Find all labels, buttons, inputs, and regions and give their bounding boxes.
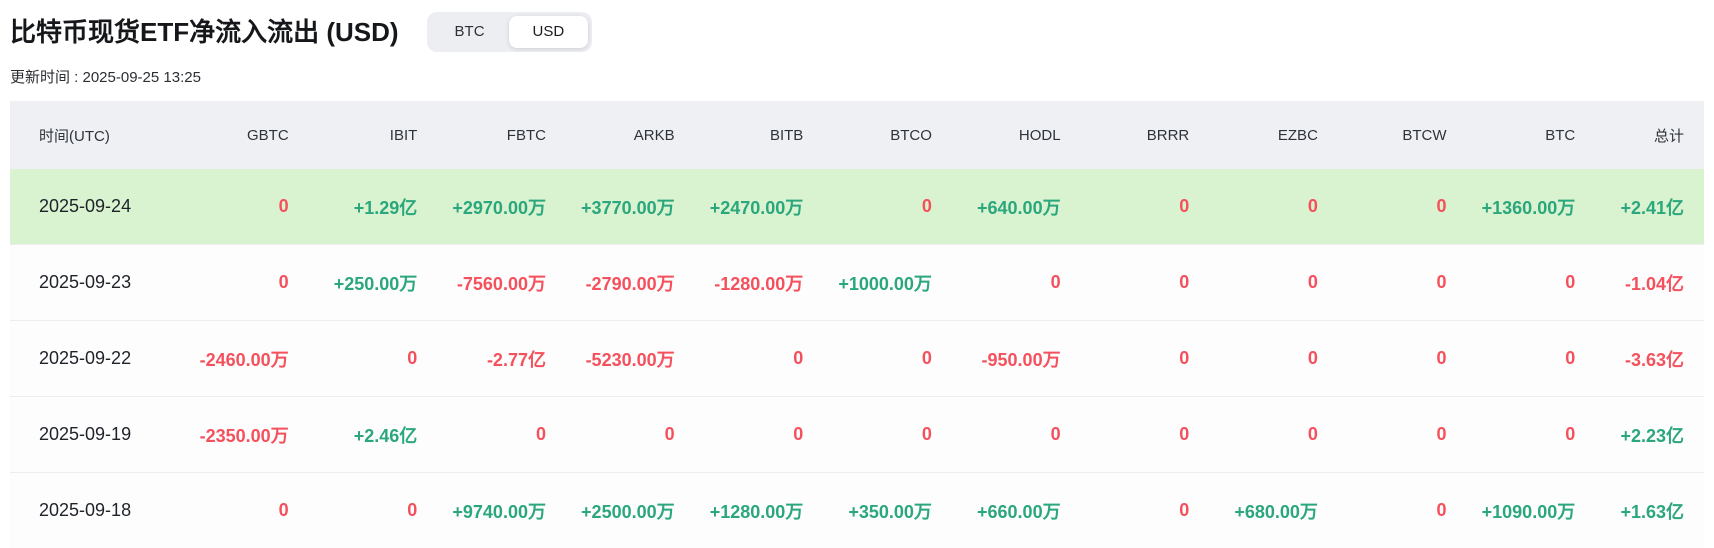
cell-btco: +1000.00万 (803, 245, 932, 321)
cell-btcw: 0 (1318, 473, 1447, 548)
cell-fbtc: -2.77亿 (417, 321, 546, 397)
column-header-fbtc: FBTC (417, 101, 546, 169)
cell-bitb: 0 (675, 321, 804, 397)
cell-arkb: -5230.00万 (546, 321, 675, 397)
cell-ibit: 0 (289, 321, 418, 397)
cell-总计: +1.63亿 (1575, 473, 1704, 548)
row-date: 2025-09-18 (10, 473, 160, 548)
column-header-ibit: IBIT (289, 101, 418, 169)
cell-btco: 0 (803, 321, 932, 397)
cell-btc: 0 (1447, 397, 1576, 473)
cell-brrr: 0 (1061, 397, 1190, 473)
cell-btc: 0 (1447, 245, 1576, 321)
cell-总计: +2.23亿 (1575, 397, 1704, 473)
cell-btco: +350.00万 (803, 473, 932, 548)
cell-hodl: 0 (932, 397, 1061, 473)
cell-ezbc: 0 (1189, 245, 1318, 321)
cell-btcw: 0 (1318, 169, 1447, 245)
cell-brrr: 0 (1061, 321, 1190, 397)
column-header-hodl: HODL (932, 101, 1061, 169)
cell-gbtc: -2460.00万 (160, 321, 289, 397)
cell-bitb: 0 (675, 397, 804, 473)
cell-brrr: 0 (1061, 473, 1190, 548)
cell-fbtc: +2970.00万 (417, 169, 546, 245)
cell-fbtc: -7560.00万 (417, 245, 546, 321)
row-date: 2025-09-23 (10, 245, 160, 321)
cell-ezbc: +680.00万 (1189, 473, 1318, 548)
cell-ezbc: 0 (1189, 397, 1318, 473)
cell-gbtc: -2350.00万 (160, 397, 289, 473)
column-header-gbtc: GBTC (160, 101, 289, 169)
cell-gbtc: 0 (160, 245, 289, 321)
cell-总计: -3.63亿 (1575, 321, 1704, 397)
cell-btcw: 0 (1318, 245, 1447, 321)
update-time: 更新时间 : 2025-09-25 13:25 (10, 66, 1704, 87)
cell-gbtc: 0 (160, 473, 289, 548)
cell-总计: -1.04亿 (1575, 245, 1704, 321)
column-header-btcw: BTCW (1318, 101, 1447, 169)
column-header-time: 时间(UTC) (10, 101, 160, 169)
cell-btco: 0 (803, 397, 932, 473)
cell-arkb: +3770.00万 (546, 169, 675, 245)
cell-fbtc: 0 (417, 397, 546, 473)
cell-总计: +2.41亿 (1575, 169, 1704, 245)
cell-bitb: +2470.00万 (675, 169, 804, 245)
cell-brrr: 0 (1061, 169, 1190, 245)
cell-arkb: +2500.00万 (546, 473, 675, 548)
page-title: 比特币现货ETF净流入流出 (USD) (10, 19, 399, 45)
row-date: 2025-09-19 (10, 397, 160, 473)
cell-arkb: -2790.00万 (546, 245, 675, 321)
cell-fbtc: +9740.00万 (417, 473, 546, 548)
cell-ibit: +250.00万 (289, 245, 418, 321)
cell-ibit: +2.46亿 (289, 397, 418, 473)
column-header-btco: BTCO (803, 101, 932, 169)
cell-btcw: 0 (1318, 397, 1447, 473)
column-header-btc: BTC (1447, 101, 1576, 169)
cell-bitb: +1280.00万 (675, 473, 804, 548)
cell-ezbc: 0 (1189, 169, 1318, 245)
column-header-总计: 总计 (1575, 101, 1704, 169)
cell-btco: 0 (803, 169, 932, 245)
cell-ibit: +1.29亿 (289, 169, 418, 245)
cell-hodl: 0 (932, 245, 1061, 321)
cell-arkb: 0 (546, 397, 675, 473)
row-date: 2025-09-24 (10, 169, 160, 245)
cell-brrr: 0 (1061, 245, 1190, 321)
cell-btc: +1090.00万 (1447, 473, 1576, 548)
cell-hodl: +640.00万 (932, 169, 1061, 245)
cell-ezbc: 0 (1189, 321, 1318, 397)
cell-gbtc: 0 (160, 169, 289, 245)
row-date: 2025-09-22 (10, 321, 160, 397)
cell-btc: 0 (1447, 321, 1576, 397)
toggle-option-btc[interactable]: BTC (431, 16, 509, 48)
column-header-ezbc: EZBC (1189, 101, 1318, 169)
column-header-brrr: BRRR (1061, 101, 1190, 169)
column-header-arkb: ARKB (546, 101, 675, 169)
cell-bitb: -1280.00万 (675, 245, 804, 321)
toggle-option-usd[interactable]: USD (509, 16, 589, 48)
cell-hodl: -950.00万 (932, 321, 1061, 397)
column-header-bitb: BITB (675, 101, 804, 169)
cell-hodl: +660.00万 (932, 473, 1061, 548)
cell-ibit: 0 (289, 473, 418, 548)
cell-btcw: 0 (1318, 321, 1447, 397)
cell-btc: +1360.00万 (1447, 169, 1576, 245)
